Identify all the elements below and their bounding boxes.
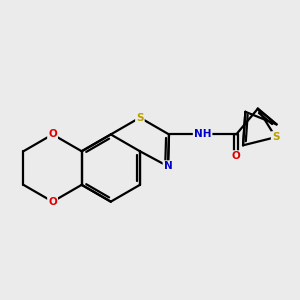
Text: O: O [48,197,57,207]
Text: S: S [272,132,279,142]
Text: N: N [164,161,172,171]
Text: NH: NH [194,129,212,140]
Text: O: O [232,151,241,161]
Text: S: S [136,112,144,123]
Text: O: O [48,129,57,140]
